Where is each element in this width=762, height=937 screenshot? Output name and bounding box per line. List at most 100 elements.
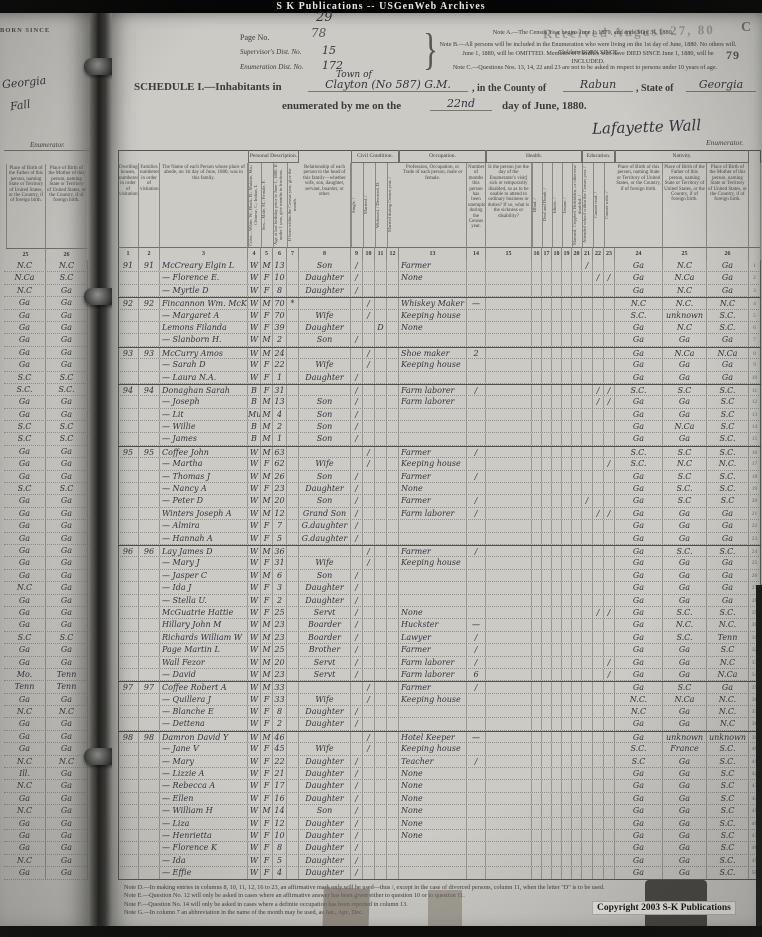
cell-cannot_read (593, 421, 604, 433)
cell-sickness (486, 458, 532, 470)
cell-mother-birthplace: Ga (46, 867, 88, 879)
cell-insane (562, 446, 572, 458)
cell-father_birthplace: N.C (663, 260, 707, 272)
cell-name: — David (160, 668, 248, 681)
cell-relationship: Servt (299, 656, 351, 668)
cell-name: — Ida J (160, 582, 248, 594)
cell-age: 10 (273, 272, 287, 284)
cell-widowed_divorced (375, 532, 387, 544)
cell-married: / (363, 446, 375, 458)
cell-birthplace: Ga (615, 260, 663, 272)
cell-single: / (351, 470, 363, 483)
cell-month_born (287, 842, 299, 854)
cell-married (363, 408, 375, 421)
scan-top-bar-title: S K Publications -- USGenWeb Archives (0, 0, 762, 13)
left-page-row: Ga Ga (4, 842, 90, 855)
cell-mother-birthplace: S.C (46, 433, 88, 445)
column-group-label: Health. (486, 150, 582, 163)
cell-months_unemployed: / (467, 507, 486, 520)
cell-father_birthplace: Ga (663, 371, 707, 383)
cell-mother_birthplace: S.C (707, 829, 749, 842)
column-number: 21 (582, 247, 593, 260)
cell-insane (562, 433, 572, 445)
cell-occupation: Keeping house (399, 693, 467, 706)
cell-sex: F (261, 693, 273, 706)
cell-single (351, 545, 363, 557)
cell-month_born (287, 867, 299, 879)
cell-cannot_read (593, 309, 604, 321)
cell-relationship: G.daughter (299, 520, 351, 532)
cell-maimed (572, 298, 582, 309)
cell-color: W (248, 631, 261, 644)
enumerator-signature: Lafayette Wall (591, 116, 702, 138)
column-number: 15 (486, 247, 532, 260)
cell-sickness (486, 446, 532, 458)
cell-mother_birthplace: N.C (707, 718, 749, 730)
cell-relationship (299, 298, 351, 309)
cell-single (351, 458, 363, 470)
cell-sex: F (261, 458, 273, 470)
cell-birthplace: Ga (615, 272, 663, 284)
cell-color: W (248, 682, 261, 693)
cell-attended_school (582, 384, 593, 396)
cell-occupation: None (399, 780, 467, 792)
cell-married (363, 768, 375, 780)
cell-mother_birthplace: N.C. (707, 693, 749, 706)
left-col25-desc: Place of Birth of the Father of this per… (6, 164, 46, 248)
cell-married_in_year (387, 408, 399, 421)
cell-insane (562, 606, 572, 619)
cell-single: / (351, 817, 363, 829)
cell-cannot_read (593, 743, 604, 755)
cell-birthplace: Ga (615, 780, 663, 792)
cell-name: — Liza (160, 817, 248, 829)
cell-married (363, 421, 375, 433)
cell-color: W (248, 321, 261, 334)
cell-color: W (248, 284, 261, 297)
cell-sickness (486, 545, 532, 557)
left-page-column-headers: Place of Birth of the Father of this per… (4, 150, 90, 261)
cell-dwelling (118, 507, 139, 520)
cell-birthplace: Ga (615, 606, 663, 619)
cell-cannot_read (593, 446, 604, 458)
cell-dwelling (118, 829, 139, 842)
cell-cannot_read (593, 458, 604, 470)
cell-married_in_year (387, 569, 399, 582)
cell-birthplace: Ga (615, 594, 663, 606)
cell-month_born (287, 347, 299, 359)
cell-occupation: Farmer (399, 446, 467, 458)
cell-sickness (486, 718, 532, 730)
cell-relationship: Son (299, 569, 351, 582)
cell-maimed (572, 582, 582, 594)
cell-deaf_dumb (542, 309, 552, 321)
cell-mother-birthplace: Ga (46, 805, 88, 817)
cell-months_unemployed (467, 396, 486, 408)
column-number: 1 (118, 247, 139, 260)
cell-idiotic (552, 606, 562, 619)
cell-color: W (248, 718, 261, 730)
cell-father_birthplace: S.C (663, 470, 707, 483)
cell-occupation (399, 867, 467, 879)
cell-mother-birthplace: Tenn (46, 681, 88, 693)
cell-attended_school (582, 854, 593, 867)
cell-cannot_read (593, 347, 604, 359)
cell-married (363, 507, 375, 520)
cell-father-birthplace: Mo. (4, 668, 46, 681)
cell-relationship: Son (299, 260, 351, 272)
cell-deaf_dumb (542, 421, 552, 433)
cell-line: 12 (749, 396, 761, 408)
cell-family (139, 817, 160, 829)
cell-father_birthplace: Ga (663, 768, 707, 780)
cell-father_birthplace: S.C. (663, 631, 707, 644)
cell-dwelling (118, 594, 139, 606)
cell-name: — Sarah D (160, 359, 248, 371)
cell-month_born (287, 792, 299, 805)
cell-single: / (351, 619, 363, 631)
cell-widowed_divorced (375, 545, 387, 557)
cell-father_birthplace: N.C (663, 321, 707, 334)
enumeration-dist-no: 172 (322, 59, 343, 72)
cell-color: W (248, 755, 261, 768)
cell-cannot_write (604, 470, 615, 483)
enumerated-prefix: enumerated by me on the (282, 100, 402, 112)
page-no-label: Page No. (240, 33, 270, 42)
cell-dwelling (118, 284, 139, 297)
